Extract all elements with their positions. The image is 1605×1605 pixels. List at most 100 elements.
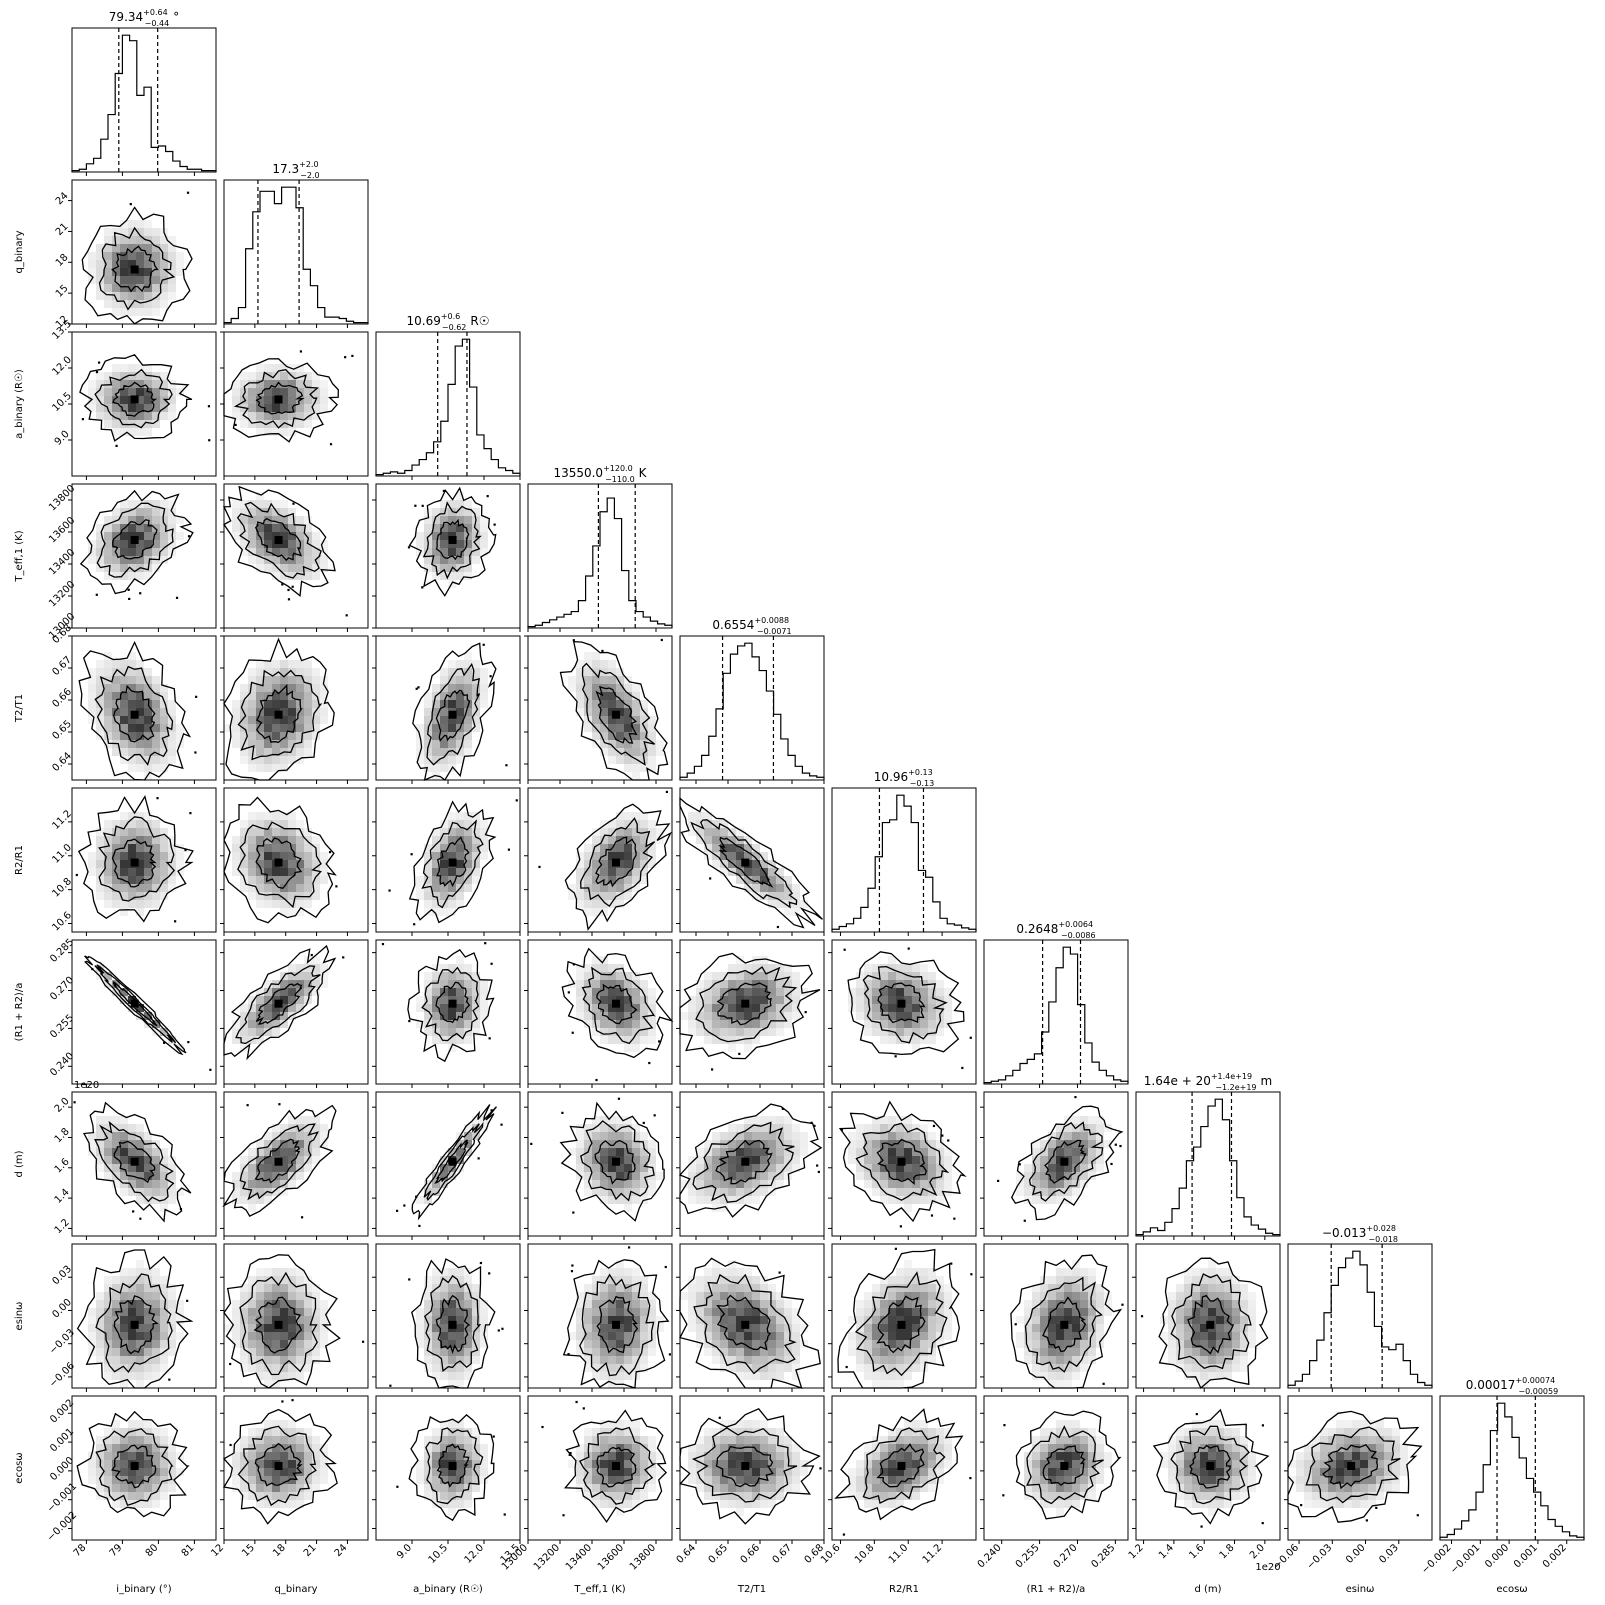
density-cell	[616, 980, 624, 988]
density-cell	[160, 1172, 168, 1180]
density-cell	[120, 692, 128, 700]
density-cell	[128, 276, 136, 284]
density-cell	[144, 884, 152, 892]
density-cell	[104, 652, 112, 660]
density-cell	[96, 1164, 104, 1172]
density-cell	[608, 980, 616, 988]
density-cell	[600, 1476, 608, 1484]
density-cell	[600, 908, 608, 916]
density-cell	[120, 1452, 128, 1460]
density-cell	[720, 980, 728, 988]
density-cell	[456, 692, 464, 700]
density-cell	[96, 268, 104, 276]
density-cell	[912, 1148, 920, 1156]
density-cell	[240, 1436, 248, 1444]
density-cell	[712, 1196, 720, 1204]
density-cell	[1056, 1508, 1064, 1516]
contour-level-2	[98, 226, 176, 311]
density-cell	[160, 732, 168, 740]
density-cell	[448, 1004, 456, 1012]
density-cell	[680, 1012, 688, 1020]
density-cell	[296, 684, 304, 692]
density-cell	[456, 844, 464, 852]
density-cell	[720, 1484, 728, 1492]
density-cell	[472, 1484, 480, 1492]
sample-point	[738, 1052, 741, 1055]
density-cell	[424, 1348, 432, 1356]
density-cell	[288, 1444, 296, 1452]
density-cell	[168, 396, 176, 404]
density-cell	[120, 660, 128, 668]
sample-point	[570, 1270, 574, 1273]
density-cell	[96, 548, 104, 556]
density-cell	[696, 828, 704, 836]
density-cell	[736, 1156, 744, 1164]
density-cell	[1184, 1340, 1192, 1348]
density-cell	[1232, 1348, 1240, 1356]
density-cell	[88, 1148, 96, 1156]
density-cell	[1048, 1180, 1056, 1188]
density-cell	[320, 1124, 328, 1132]
density-cell	[104, 1428, 112, 1436]
density-cell	[160, 1460, 168, 1468]
density-cell	[248, 524, 256, 532]
density-cell	[464, 844, 472, 852]
density-cell	[936, 1332, 944, 1340]
density-cell	[472, 692, 480, 700]
density-cell	[1176, 1300, 1184, 1308]
density-cell	[248, 676, 256, 684]
density-cell	[576, 1004, 584, 1012]
density-cell	[432, 1268, 440, 1276]
density-cell	[480, 700, 488, 708]
density-cell	[280, 1012, 288, 1020]
density-cell	[760, 1292, 768, 1300]
density-cell	[864, 1340, 872, 1348]
density-cell	[288, 868, 296, 876]
density-cell	[736, 1148, 744, 1156]
density-cell	[120, 276, 128, 284]
density-cell	[616, 1012, 624, 1020]
density-cell	[472, 1348, 480, 1356]
density-cell	[864, 1140, 872, 1148]
density-cell	[160, 396, 168, 404]
density-cell	[136, 1324, 144, 1332]
density-cell	[632, 748, 640, 756]
density-cell	[896, 1380, 904, 1388]
density-cell	[280, 564, 288, 572]
density-cell	[304, 1164, 312, 1172]
density-cell	[104, 1324, 112, 1332]
density-cell	[760, 852, 768, 860]
density-cell	[608, 1316, 616, 1324]
density-cell	[256, 1308, 264, 1316]
density-cell	[936, 1308, 944, 1316]
density-cell	[704, 1492, 712, 1500]
density-cell	[920, 1468, 928, 1476]
density-cell	[1032, 1340, 1040, 1348]
density-cell	[464, 716, 472, 724]
density-cell	[584, 1436, 592, 1444]
density-cell	[248, 1428, 256, 1436]
density-cell	[640, 1468, 648, 1476]
density-cell	[1240, 1340, 1248, 1348]
density-peak	[130, 1461, 139, 1470]
density-cell	[1032, 1460, 1040, 1468]
density-cell	[776, 1012, 784, 1020]
density-cell	[760, 1124, 768, 1132]
density-cell	[856, 1364, 864, 1372]
density-cell	[144, 1300, 152, 1308]
density-cell	[288, 388, 296, 396]
density-cell	[104, 972, 112, 980]
panel-frame	[679, 635, 825, 781]
density-cell	[792, 1332, 800, 1340]
density-cell	[304, 1132, 312, 1140]
density-cell	[112, 692, 120, 700]
density-cell	[568, 1148, 576, 1156]
density-cell	[464, 1148, 472, 1156]
density-cell	[632, 724, 640, 732]
density-cell	[96, 828, 104, 836]
density-cell	[264, 1028, 272, 1036]
density-cell	[424, 1300, 432, 1308]
density-cell	[432, 1468, 440, 1476]
density-cell	[632, 1044, 640, 1052]
density-cell	[600, 1308, 608, 1316]
